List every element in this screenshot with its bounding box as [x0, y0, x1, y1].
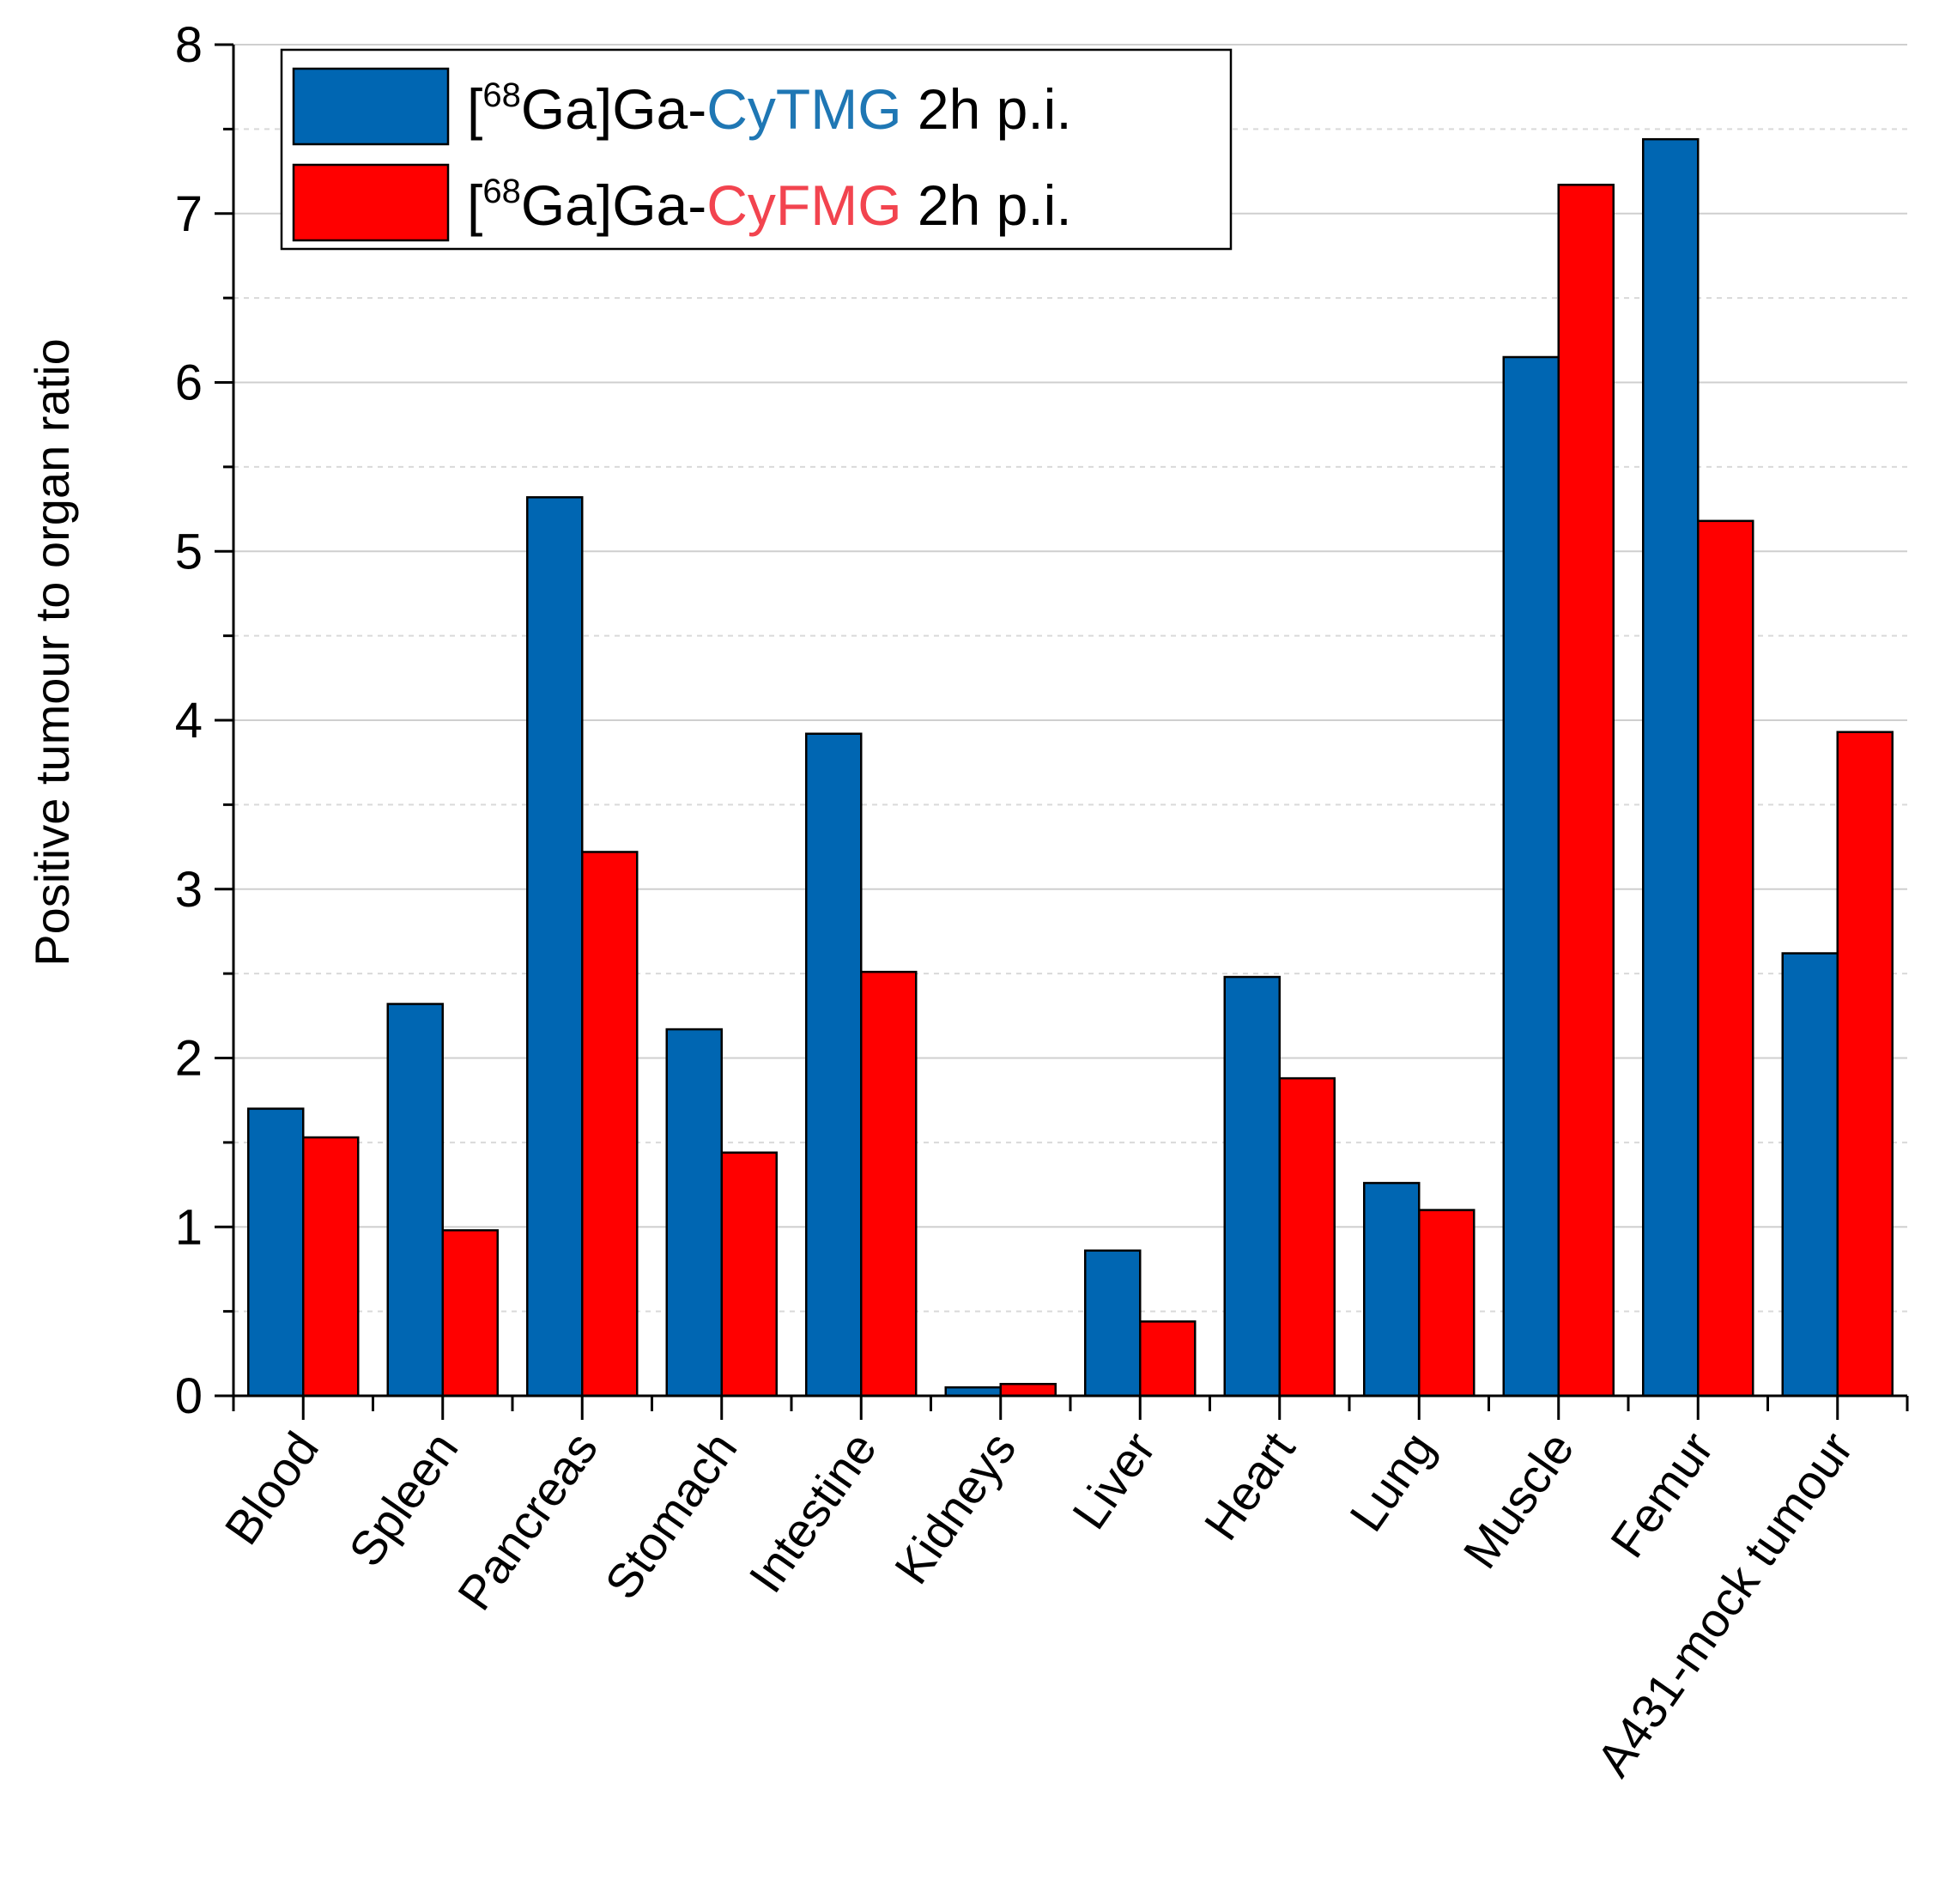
y-tick-label: 3 — [175, 862, 203, 918]
legend-swatch-cytmg — [292, 67, 450, 146]
bar-cyfmg-blood — [302, 1136, 360, 1398]
bar-cyfmg-spleen — [441, 1228, 499, 1398]
bar-cyfmg-muscle — [1557, 184, 1615, 1398]
x-category-label: Femur — [1600, 1422, 1724, 1567]
x-axis-ticks: Blood SpleenPancreasStomachIntestineKidne… — [214, 1396, 1909, 1786]
bar-cytmg-femur — [1642, 137, 1700, 1398]
bar-cytmg-liver — [1084, 1249, 1142, 1398]
legend-swatch-cyfmg — [292, 163, 450, 242]
y-tick-label: 1 — [175, 1199, 203, 1255]
bar-cytmg-intestine — [805, 732, 863, 1398]
bar-cytmg-blood — [247, 1107, 305, 1398]
y-tick-label: 8 — [175, 17, 203, 73]
x-category-label: Liver — [1062, 1422, 1166, 1539]
y-axis-ticks: 0 1 2 3 4 5 6 7 8 — [175, 17, 233, 1424]
x-category-label: Blood — [214, 1422, 329, 1554]
bar-cytmg-muscle — [1502, 355, 1560, 1398]
x-category-label: Kidneys — [884, 1422, 1027, 1593]
bar-cyfmg-stomach — [720, 1151, 778, 1398]
x-category-label: Stomach — [594, 1422, 747, 1609]
bar-cytmg-a431-mock-tumour — [1781, 952, 1839, 1398]
bar-cytmg-lung — [1363, 1181, 1421, 1398]
bar-cytmg-heart — [1223, 975, 1281, 1398]
x-category-label: Intestine — [738, 1422, 887, 1603]
bar-cytmg-stomach — [665, 1028, 723, 1398]
bar-cyfmg-heart — [1278, 1076, 1336, 1398]
y-tick-label: 5 — [175, 524, 203, 579]
bar-cyfmg-intestine — [860, 970, 918, 1398]
x-category-label: Lung — [1339, 1422, 1445, 1541]
y-tick-label: 0 — [175, 1368, 203, 1424]
y-tick-label: 4 — [175, 693, 203, 749]
bar-cyfmg-kidneys — [999, 1382, 1057, 1398]
x-category-label: Pancreas — [447, 1422, 608, 1620]
bar-cyfmg-femur — [1697, 519, 1754, 1398]
bar-cyfmg-a431-mock-tumour — [1836, 731, 1894, 1398]
legend-label-cytmg: [68Ga]Ga-CyTMG 2h p.i. — [467, 76, 1072, 141]
bar-cyfmg-lung — [1418, 1209, 1476, 1398]
x-category-label: Heart — [1193, 1422, 1305, 1549]
y-axis-title: Positive tumour to organ ratio — [25, 338, 79, 966]
x-category-label: Spleen — [338, 1422, 469, 1576]
bar-cytmg-spleen — [386, 1003, 444, 1398]
x-category-label: Muscle — [1452, 1422, 1584, 1578]
y-tick-label: 7 — [175, 186, 203, 242]
y-tick-label: 2 — [175, 1031, 203, 1087]
bars — [247, 137, 1894, 1398]
bar-cyfmg-liver — [1139, 1320, 1197, 1398]
bar-cytmg-pancreas — [526, 496, 584, 1398]
bar-cyfmg-pancreas — [581, 851, 639, 1398]
legend-label-cyfmg: [68Ga]Ga-CyFMG 2h p.i. — [467, 173, 1072, 237]
y-tick-label: 6 — [175, 355, 203, 411]
x-category-label: A431-mock tumour — [1586, 1422, 1863, 1786]
legend: [68Ga]Ga-CyTMG 2h p.i. [68Ga]Ga-CyFMG 2h … — [280, 48, 1233, 251]
